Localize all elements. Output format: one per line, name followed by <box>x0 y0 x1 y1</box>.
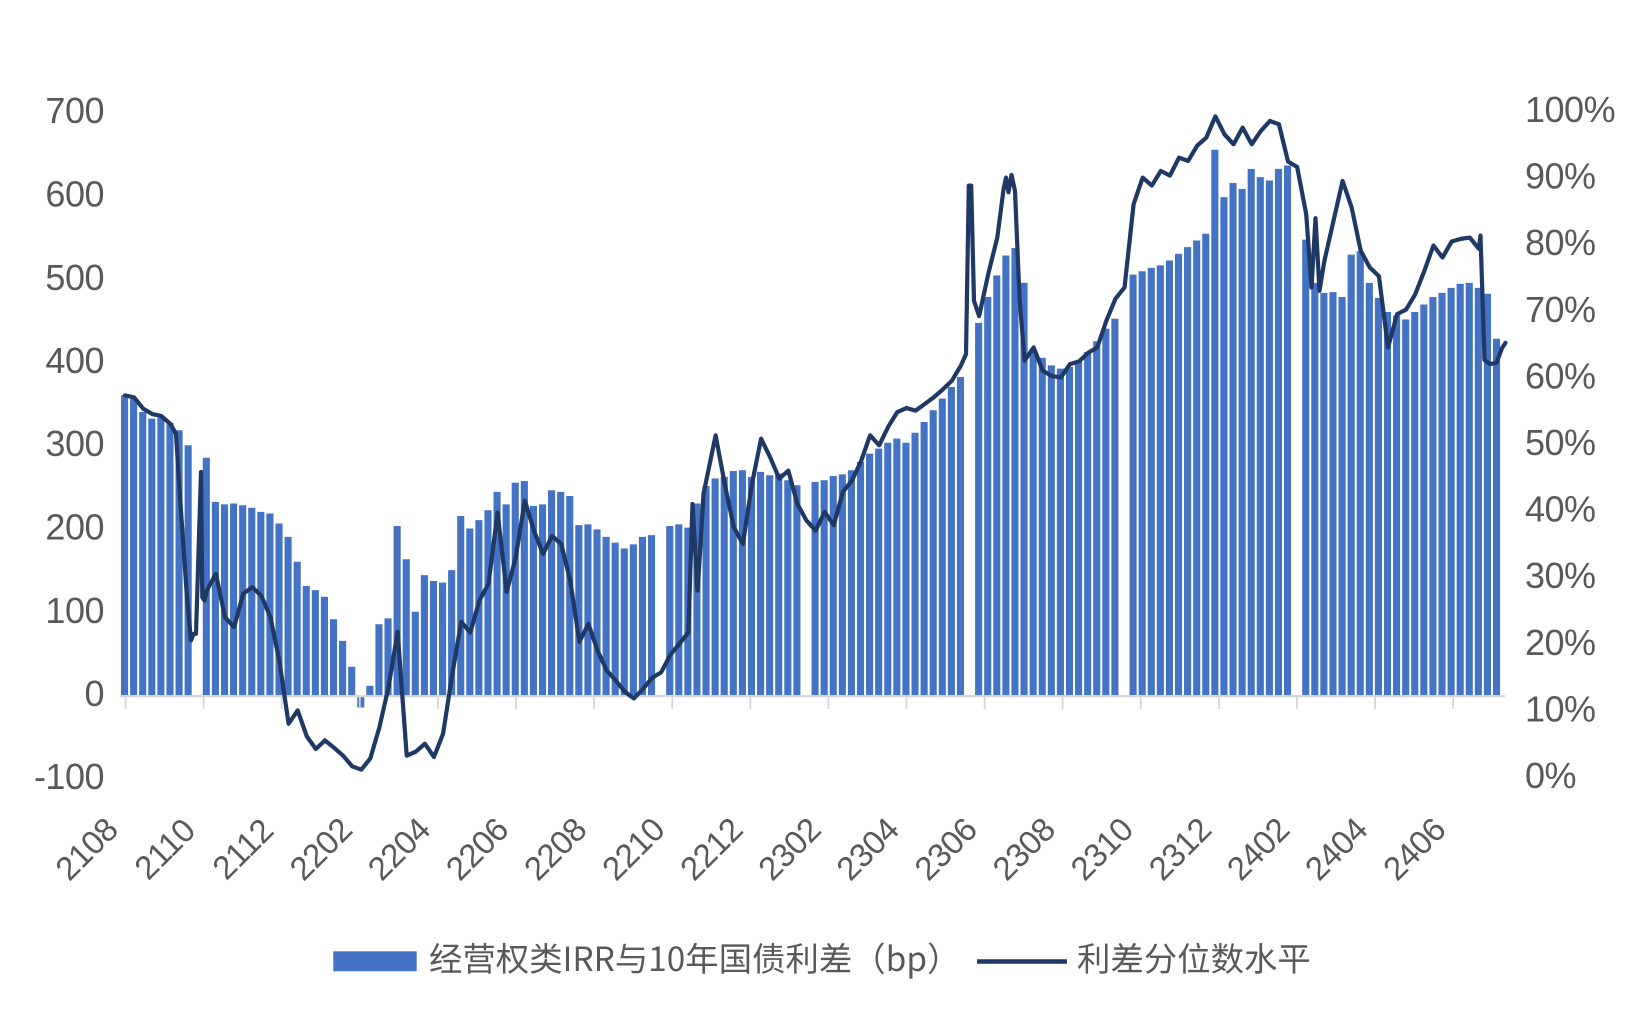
svg-text:20%: 20% <box>1525 622 1596 663</box>
svg-text:0: 0 <box>84 673 104 714</box>
svg-text:70%: 70% <box>1525 289 1596 330</box>
svg-text:100%: 100% <box>1525 89 1615 130</box>
svg-text:-100: -100 <box>34 756 104 797</box>
svg-text:40%: 40% <box>1525 489 1596 530</box>
svg-text:90%: 90% <box>1525 156 1596 197</box>
svg-text:600: 600 <box>45 174 104 215</box>
svg-text:500: 500 <box>45 257 104 298</box>
svg-text:80%: 80% <box>1525 222 1596 263</box>
svg-text:0%: 0% <box>1525 755 1576 796</box>
svg-text:200: 200 <box>45 507 104 548</box>
svg-text:60%: 60% <box>1525 355 1596 396</box>
svg-text:10%: 10% <box>1525 688 1596 729</box>
svg-text:50%: 50% <box>1525 422 1596 463</box>
svg-text:100: 100 <box>45 590 104 631</box>
svg-text:30%: 30% <box>1525 555 1596 596</box>
svg-text:300: 300 <box>45 423 104 464</box>
svg-text:400: 400 <box>45 340 104 381</box>
svg-text:700: 700 <box>45 90 104 131</box>
